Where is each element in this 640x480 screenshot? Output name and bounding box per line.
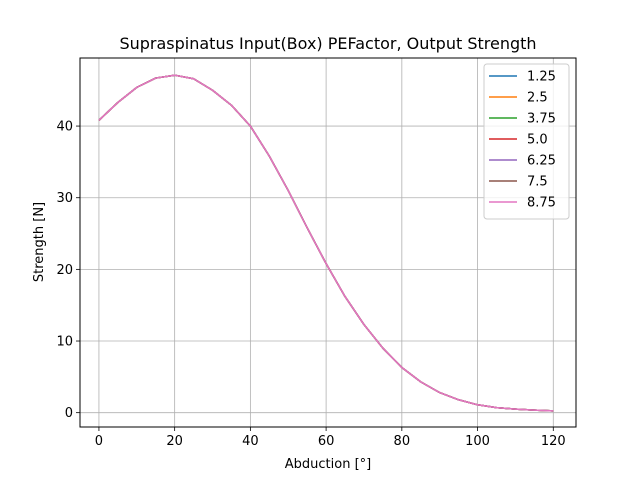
y-tick-label: 40 <box>56 120 73 135</box>
y-axis-label: Strength [N] <box>32 202 47 282</box>
legend: 1.25 2.5 3.75 5.0 6.25 7.5 8.75 <box>483 63 570 220</box>
y-tick-label: 30 <box>56 191 73 206</box>
y-tick-label: 20 <box>56 263 73 278</box>
series-line-8.75 <box>98 74 554 412</box>
x-axis-label: Abduction [°] <box>285 457 371 472</box>
legend-label: 3.75 <box>527 112 556 127</box>
legend-label: 8.75 <box>527 196 556 211</box>
x-tick-label: 100 <box>465 434 490 449</box>
x-tick-label: 80 <box>394 434 411 449</box>
legend-label: 2.5 <box>527 91 548 106</box>
legend-label: 6.25 <box>527 154 556 169</box>
x-tick-label: 60 <box>318 434 335 449</box>
legend-label: 5.0 <box>527 133 548 148</box>
tick-layer: 0 20 40 60 80 100 120 0 10 20 30 40 <box>56 120 565 449</box>
x-tick-label: 20 <box>166 434 183 449</box>
x-tick-label: 120 <box>541 434 566 449</box>
x-tick-label: 0 <box>95 434 103 449</box>
y-tick-label: 10 <box>56 335 73 350</box>
series-layer <box>98 74 554 412</box>
plot-frame <box>79 57 577 428</box>
x-tick-label: 40 <box>242 434 259 449</box>
chart-title: Supraspinatus Input(Box) PEFactor, Outpu… <box>119 34 536 53</box>
y-tick-label: 0 <box>65 406 73 421</box>
legend-label: 7.5 <box>527 175 548 190</box>
legend-label: 1.25 <box>527 70 556 85</box>
